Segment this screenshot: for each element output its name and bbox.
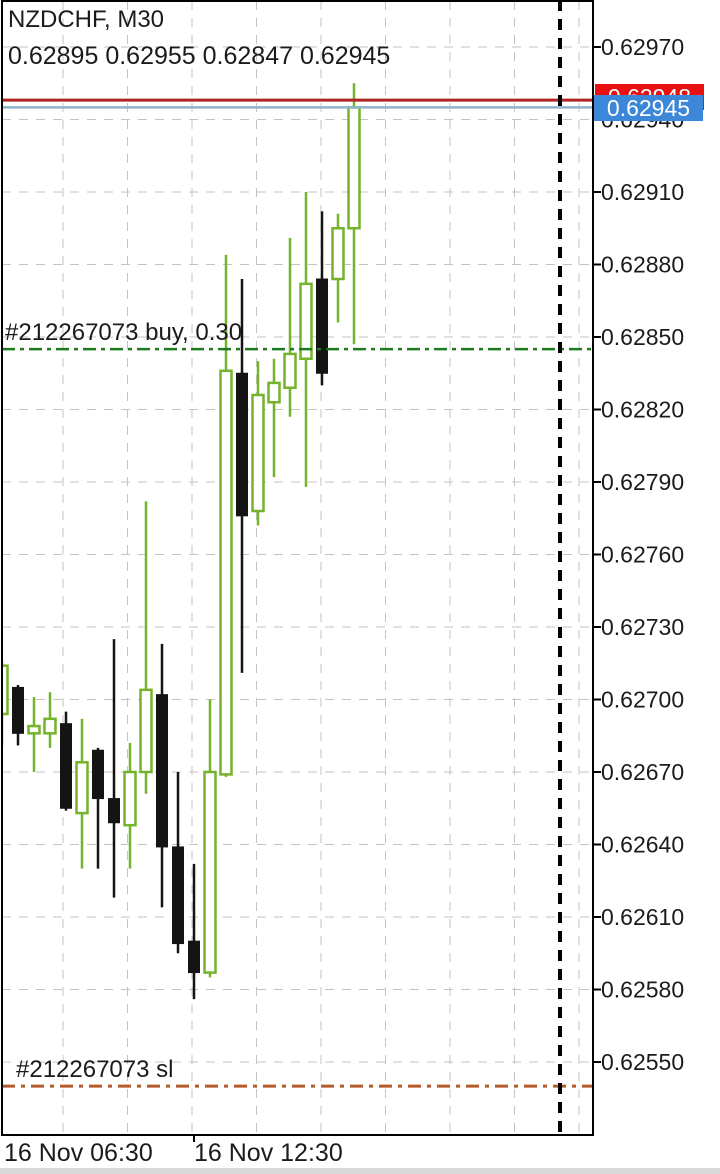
y-axis-label: 0.62700 (601, 687, 684, 713)
y-axis-label: 0.62670 (601, 759, 684, 785)
y-axis-label: 0.62610 (601, 904, 684, 930)
candle-body-16:30 (316, 278, 328, 374)
ohlc-values: 0.62895 0.62955 0.62847 0.62945 (8, 42, 391, 70)
candle-body-11:00 (139, 688, 153, 774)
symbol-title: NZDCHF, M30 (8, 6, 165, 33)
chart-frame (1, 0, 594, 1136)
candle-body-12:30 (188, 940, 200, 974)
system-gesture-bar (0, 1168, 720, 1174)
candle-body-09:30 (92, 749, 104, 800)
candle-body-10:00 (108, 798, 120, 824)
candle-body-09:00 (75, 761, 89, 815)
candle-body-06:30 (2, 664, 9, 716)
candle-body-13:30 (219, 369, 233, 776)
y-axis-label: 0.62580 (601, 977, 684, 1003)
candle-body-14:00 (236, 372, 248, 517)
y-axis-label: 0.62970 (601, 34, 684, 60)
candle-body-16:00 (299, 282, 313, 361)
candle-body-15:30 (283, 352, 297, 389)
candles-layer (2, 83, 361, 1000)
y-axis-label: 0.62760 (601, 542, 684, 568)
y-axis-label: 0.62790 (601, 469, 684, 495)
y-axis-label: 0.62640 (601, 832, 684, 858)
candle-body-15:00 (267, 381, 281, 404)
y-axis-label: 0.62820 (601, 397, 684, 423)
buy-order-label: #212267073 buy, 0.30 (5, 319, 243, 346)
y-axis-label: 0.62550 (601, 1049, 684, 1075)
candle-body-07:00 (12, 686, 24, 734)
candle-body-08:30 (60, 723, 72, 809)
y-axis-label: 0.62730 (601, 614, 684, 640)
candle-body-12:00 (172, 846, 184, 945)
candle-body-08:00 (43, 717, 57, 735)
y-axis-label: 0.62850 (601, 324, 684, 350)
x-axis-label-1230: 16 Nov 12:30 (194, 1139, 343, 1167)
x-axis-label-0630: 16 Nov 06:30 (4, 1139, 153, 1167)
candle-body-13:00 (203, 770, 217, 974)
bid-price-badge: 0.62945 (594, 95, 703, 121)
stop-loss-label: #212267073 sl (16, 1056, 174, 1083)
candle-body-07:30 (27, 724, 41, 735)
candle-body-14:30 (251, 393, 265, 513)
candle-body-17:30 (347, 106, 361, 230)
candle-body-11:30 (156, 694, 168, 848)
y-axis-label: 0.62880 (601, 252, 684, 278)
candle-body-17:00 (331, 227, 345, 281)
candle-body-10:30 (123, 770, 137, 827)
y-axis-label: 0.62910 (601, 179, 684, 205)
